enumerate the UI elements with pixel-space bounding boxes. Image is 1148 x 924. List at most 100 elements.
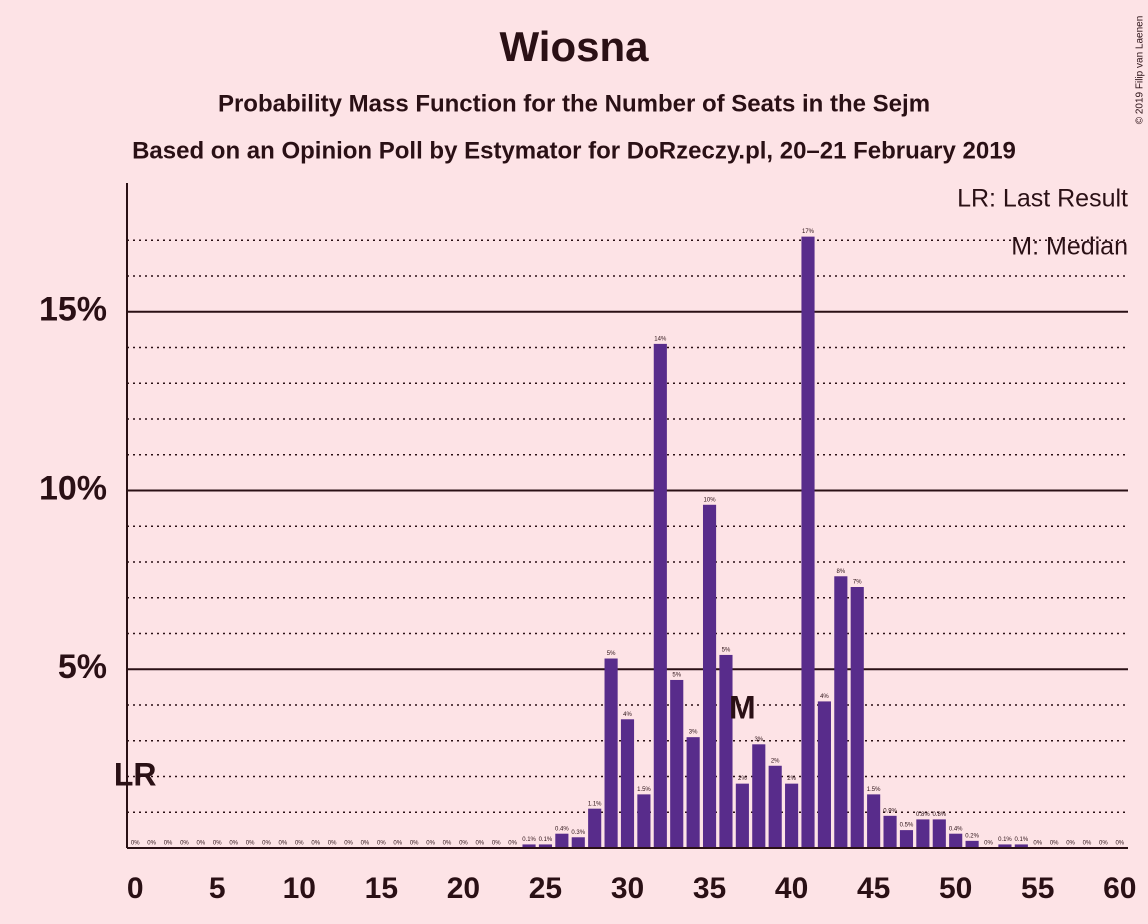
x-tick-label: 0 [127,872,144,905]
value-label: 0.1% [1014,837,1028,843]
x-tick-label: 40 [775,872,808,905]
value-label: 0% [344,841,353,847]
value-label: 1.1% [588,801,602,807]
chart-subtitle: Based on an Opinion Poll by Estymator fo… [132,137,1016,164]
chart-title: Wiosna [500,23,650,70]
value-label: 7% [853,580,862,586]
value-label: 0.1% [998,837,1012,843]
bar [932,819,946,848]
bar [604,658,618,848]
value-label: 0% [147,841,156,847]
value-label: 5% [722,648,731,654]
legend-entry: M: Median [1011,233,1128,261]
value-label: 3% [754,737,763,743]
bar [686,737,700,848]
bar [555,833,569,848]
bar [949,833,963,848]
value-label: 0.1% [522,837,536,843]
bar [719,654,733,848]
value-label: 0% [262,841,271,847]
value-label: 0% [1099,841,1108,847]
bar [702,504,717,848]
legend-entry: LR: Last Result [957,185,1128,213]
value-label: 0% [328,841,337,847]
bar [538,844,553,848]
bar [965,840,979,848]
bar [670,679,684,848]
bar [752,744,766,848]
value-label: 0% [197,841,206,847]
x-tick-label: 55 [1021,872,1054,905]
x-tick-label: 10 [283,872,316,905]
bar [588,808,602,848]
bar [883,815,897,848]
value-label: 0% [131,841,140,847]
value-label: 0% [1115,841,1124,847]
y-tick-label: 5% [58,648,107,686]
value-label: 2% [771,758,780,764]
value-label: 0.4% [555,826,569,832]
bar [916,819,930,848]
value-label: 0% [1050,841,1059,847]
bar [571,837,585,848]
value-label: 10% [704,497,717,503]
value-label: 0% [459,841,468,847]
value-label: 0% [393,841,402,847]
x-tick-label: 50 [939,872,972,905]
y-tick-label: 15% [39,291,107,329]
value-label: 0% [1033,841,1042,847]
y-tick-label: 10% [39,469,107,507]
bar [1014,844,1028,848]
x-tick-label: 20 [447,872,480,905]
bar [620,719,635,848]
value-label: 0% [426,841,435,847]
value-label: 0% [180,841,189,847]
value-label: 1.5% [637,787,651,793]
bar [653,343,667,848]
value-label: 3% [689,730,698,736]
x-tick-label: 30 [611,872,644,905]
value-label: 0% [361,841,370,847]
x-tick-label: 60 [1103,872,1136,905]
bar [801,236,815,848]
value-label: 0% [377,841,386,847]
bar [998,844,1012,848]
value-label: 14% [654,336,667,342]
bar [522,844,536,848]
value-label: 0% [311,841,320,847]
value-label: 0% [492,841,501,847]
value-label: 0% [213,841,222,847]
annotation: M [729,689,756,725]
value-label: 2% [738,776,747,782]
bar [735,783,749,848]
value-label: 2% [787,776,796,782]
value-label: 0% [984,841,993,847]
value-label: 0.4% [949,826,963,832]
value-label: 0.1% [539,837,553,843]
bar [867,794,881,848]
bar [785,783,799,848]
annotation: LR [114,756,157,792]
value-label: 0.8% [916,812,930,818]
value-label: 5% [607,651,616,657]
value-label: 0% [279,841,288,847]
value-label: 0% [475,841,484,847]
value-label: 0.9% [883,808,897,814]
bar [768,765,782,848]
value-label: 0.2% [965,833,979,839]
value-label: 0% [246,841,255,847]
value-label: 0% [164,841,173,847]
x-tick-label: 5 [209,872,226,905]
value-label: 0% [1083,841,1092,847]
value-label: 4% [820,694,829,700]
copyright: © 2019 Filip van Laenen [1135,16,1146,125]
value-label: 1.5% [867,787,881,793]
value-label: 8% [836,569,845,575]
x-tick-label: 45 [857,872,890,905]
bar [637,794,651,848]
value-label: 0% [508,841,517,847]
x-tick-label: 25 [529,872,562,905]
bar [899,830,914,848]
